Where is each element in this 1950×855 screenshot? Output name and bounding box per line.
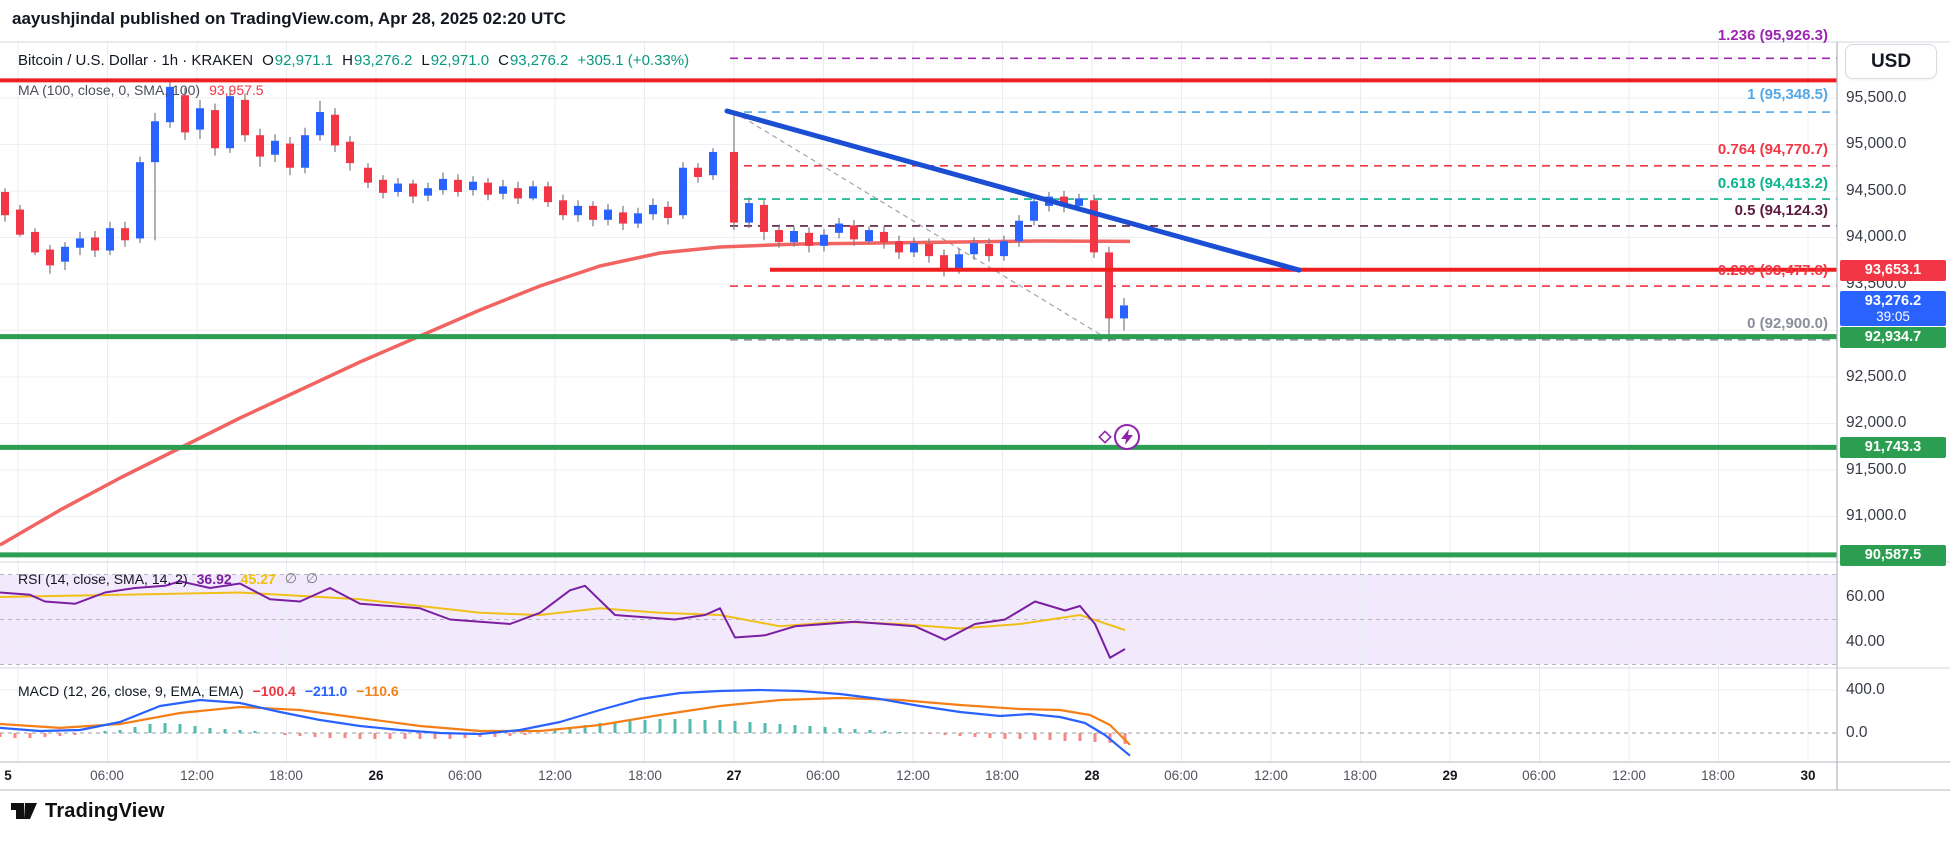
price-change: +305.1 (+0.33%) [577,52,690,69]
time-axis-label: 12:00 [1254,768,1288,783]
fib-retracement[interactable] [730,57,1837,341]
ohlc-open: O 92,971.1 [262,52,334,69]
fib-level-label: 0.5 (94,124.3) [1734,202,1828,219]
price-scale-label: 92,000.0 [1846,414,1907,431]
price-badge: 93,276.2 39:05 [1840,290,1946,326]
price-scale-label: 91,000.0 [1846,507,1907,524]
price-badge: 91,743.3 [1840,436,1946,458]
time-axis-label: 12:00 [896,768,930,783]
time-axis-label: 18:00 [628,768,662,783]
time-axis-label: 27 [726,768,742,783]
rsi-empty-1: ∅ [284,570,297,586]
time-axis-label: 30 [1800,768,1816,783]
rsi-legend[interactable]: RSI (14, close, SMA, 14, 2) 36.92 45.27 … [18,570,318,587]
price-scale-label: 91,500.0 [1846,461,1907,478]
time-axis-label: 06:00 [90,768,124,783]
time-axis-label: 06:00 [448,768,482,783]
macd-plot [0,688,1131,757]
macd-legend[interactable]: MACD (12, 26, close, 9, EMA, EMA) −100.4… [18,683,399,699]
time-axis-label: 06:00 [1164,768,1198,783]
ohlc-close: C 93,276.2 [498,52,569,69]
symbol-legend[interactable]: Bitcoin / U.S. Dollar · 1h · KRAKEN O 92,… [18,52,689,69]
price-scale-label: 94,000.0 [1846,228,1907,245]
rsi-sma-value: 45.27 [240,570,276,587]
price-badge: 90,587.5 [1840,544,1946,566]
rsi-plot [0,580,1126,659]
fib-level-label: 0.764 (94,770.7) [1717,141,1828,158]
time-axis-label: 28 [1084,768,1100,783]
time-axis-label: 29 [1442,768,1458,783]
ma-legend[interactable]: MA (100, close, 0, SMA, 100) 93,957.5 [18,82,264,98]
rsi-value: 36.92 [196,570,232,587]
macd-label: MACD (12, 26, close, 9, EMA, EMA) [18,683,244,699]
flash-marker-icon[interactable] [1098,424,1140,450]
time-axis-label: 06:00 [806,768,840,783]
symbol-title: Bitcoin / U.S. Dollar · 1h · KRAKEN [18,52,254,69]
price-scale-label: 0.0 [1846,724,1868,741]
tradingview-logo[interactable]: TradingView [10,797,165,825]
ohlc-high: H 93,276.2 [342,52,413,69]
price-scale-label: 92,500.0 [1846,368,1907,385]
macd-line-value: −211.0 [304,683,348,699]
price-scale-label: 94,500.0 [1846,182,1907,199]
horizontal-price-lines[interactable] [0,78,1837,558]
macd-signal-value: −110.6 [356,683,399,699]
price-scale-label: 40.00 [1846,633,1885,650]
fib-level-label: 1.236 (95,926.3) [1717,27,1828,44]
price-scale-label: 60.00 [1846,588,1885,605]
time-axis-label: 26 [368,768,384,783]
ma-label: MA (100, close, 0, SMA, 100) [18,82,201,98]
price-badge: 92,934.7 [1840,326,1946,348]
candlestick-series [1,82,1128,342]
ohlc-low: L 92,971.0 [421,52,490,69]
fib-level-label: 0.618 (94,413.2) [1717,175,1828,192]
time-axis-label: 06:00 [1522,768,1556,783]
time-axis-label: 5 [4,768,12,783]
ma-value: 93,957.5 [209,82,264,98]
pane-separators [0,41,1950,791]
macd-hist-value: −100.4 [252,683,296,699]
price-scale-label: 400.0 [1846,681,1885,698]
trendline[interactable] [724,108,1302,273]
time-axis-label: 18:00 [1701,768,1735,783]
tradingview-logo-text: TradingView [45,799,165,822]
price-scale-label: 95,000.0 [1846,135,1907,152]
time-axis-label: 18:00 [1343,768,1377,783]
published-header: aayushjindal published on TradingView.co… [12,9,566,28]
rsi-empty-2: ∅ [305,570,319,586]
price-badge: 93,653.1 [1840,259,1946,281]
currency-button[interactable]: USD [1845,44,1937,79]
time-axis-label: 18:00 [269,768,303,783]
rsi-label: RSI (14, close, SMA, 14, 2) [18,570,188,587]
time-axis-label: 12:00 [538,768,572,783]
time-axis-label: 18:00 [985,768,1019,783]
tradingview-logo-icon [11,803,37,819]
fib-level-label: 0.236 (93,477.8) [1717,262,1828,279]
fib-level-label: 0 (92,900.0) [1747,315,1828,332]
price-scale-label: 95,500.0 [1846,89,1907,106]
time-axis-label: 12:00 [180,768,214,783]
time-axis-label: 12:00 [1612,768,1646,783]
ma100-line [0,239,1131,547]
fib-level-label: 1 (95,348.5) [1747,86,1828,103]
